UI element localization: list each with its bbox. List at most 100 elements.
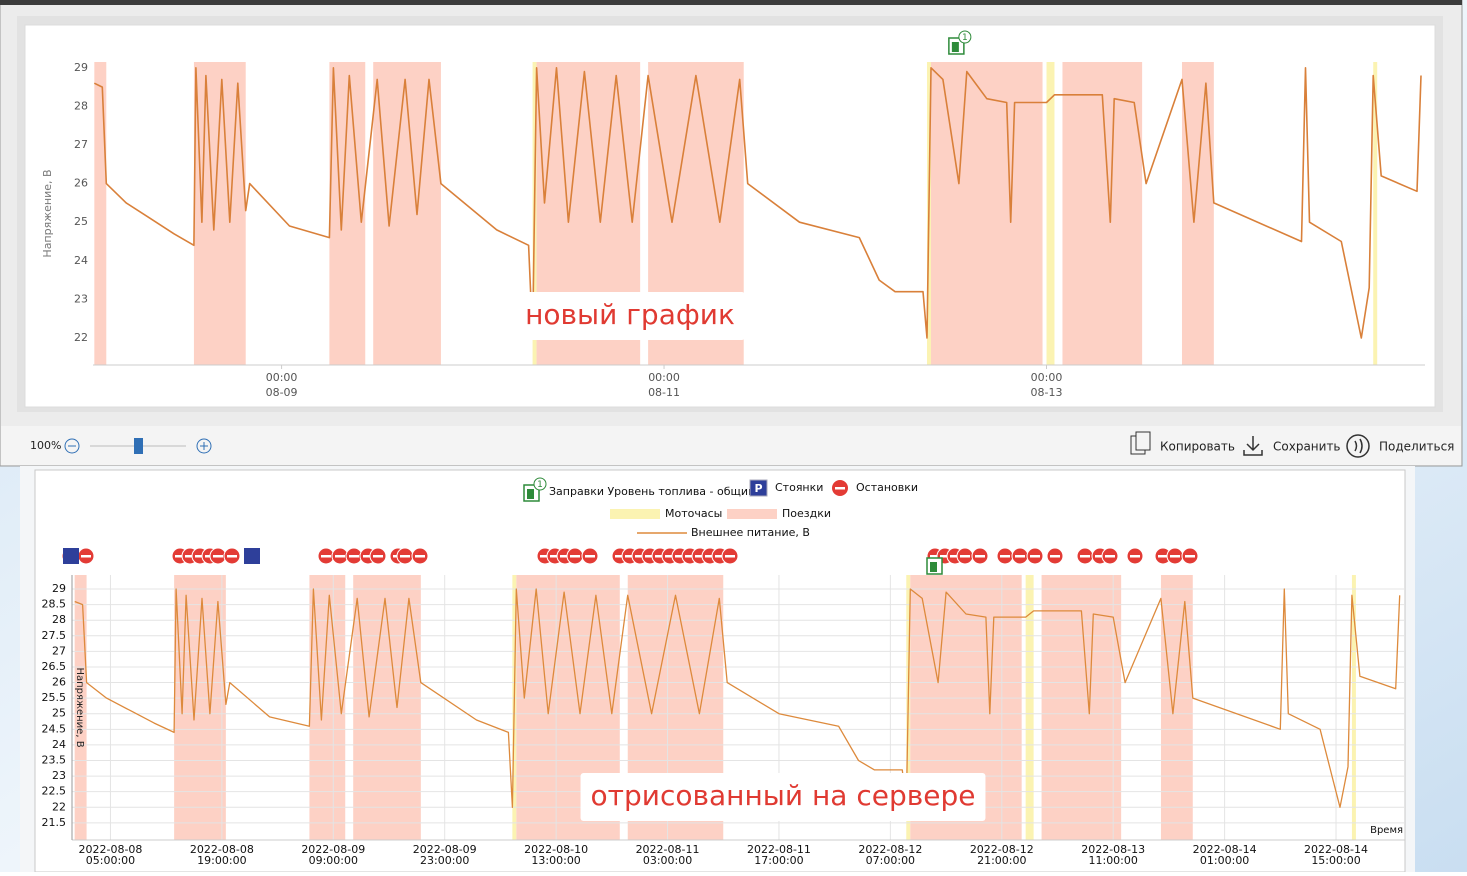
y-tick-label: 26 bbox=[52, 676, 66, 689]
x-tick-label: 2022-08-08 bbox=[78, 843, 142, 856]
stop-icon-bar bbox=[570, 555, 580, 558]
stop-icon-bar bbox=[195, 555, 205, 558]
share-button[interactable]: Поделиться bbox=[1346, 434, 1454, 458]
stop-icon-bar bbox=[321, 555, 331, 558]
chart: 22 23 24 25 26 27 28 29 00:00 08-09 00:00 08-11 00:0… bbox=[41, 30, 1425, 399]
annotation-box bbox=[580, 773, 986, 821]
motor-hours-span bbox=[1046, 62, 1055, 365]
y-tick-label: 28.5 bbox=[42, 598, 67, 611]
x-axis-label: Время bbox=[1370, 825, 1403, 836]
save-button[interactable]: Сохранить bbox=[1243, 436, 1341, 456]
x-tick-label: 08-09 bbox=[266, 386, 298, 399]
fuel-icon bbox=[930, 562, 937, 572]
stop-icon-bar bbox=[550, 555, 560, 558]
fuel-icon bbox=[951, 42, 959, 52]
x-tick-label: 17:00:00 bbox=[754, 854, 803, 867]
stop-icon-bar bbox=[373, 555, 383, 558]
stop-icon-bar bbox=[185, 555, 195, 558]
y-tick-label: 25 bbox=[74, 215, 88, 228]
stop-icon-bar bbox=[1015, 555, 1025, 558]
save-icon bbox=[1243, 436, 1263, 456]
y-tick-label: 24.5 bbox=[42, 722, 67, 735]
x-tick-label: 07:00:00 bbox=[866, 854, 915, 867]
toolbar bbox=[1, 426, 1461, 465]
y-axis-label: Напряжение, В bbox=[74, 667, 85, 747]
stop-icon-bar bbox=[655, 555, 665, 558]
x-tick-label: 13:00:00 bbox=[531, 854, 580, 867]
legend-label: Остановки bbox=[856, 481, 918, 494]
x-tick-label: 2022-08-13 bbox=[1081, 843, 1145, 856]
y-tick-label: 26 bbox=[74, 177, 88, 190]
trip-span bbox=[1160, 575, 1193, 840]
y-axis-label: Напряжение, В bbox=[41, 169, 54, 257]
annotation: отрисованный на сервере bbox=[591, 779, 976, 812]
x-tick-label: 2022-08-09 bbox=[413, 843, 477, 856]
y-tick-label: 22 bbox=[52, 800, 66, 813]
trip-span bbox=[373, 62, 441, 365]
y-tick-label: 21.5 bbox=[42, 816, 67, 829]
share-icon bbox=[1346, 434, 1370, 458]
legend: 1 Заправки Уровень топлива - общий P Стоянк… bbox=[523, 477, 918, 539]
share-label: Поделиться bbox=[1379, 440, 1454, 454]
stop-icon-bar bbox=[1080, 555, 1090, 558]
y-tick-label: 29 bbox=[74, 61, 88, 74]
y-tick-label: 23.5 bbox=[42, 754, 67, 767]
y-tick-label: 23 bbox=[52, 769, 66, 782]
stop-icon-bar bbox=[975, 555, 985, 558]
stop-icon-bar bbox=[227, 555, 237, 558]
y-tick-label: 22.5 bbox=[42, 785, 67, 798]
chart: 21.5 22 22.5 23 23.5 24 24.5 25 25.5 26 26.5 27 27.5… bbox=[42, 575, 1405, 867]
stop-icon-bar bbox=[1130, 555, 1140, 558]
x-tick-label: 2022-08-10 bbox=[524, 843, 588, 856]
voltage-line bbox=[93, 67, 1422, 339]
zoom-out[interactable] bbox=[64, 438, 80, 454]
x-tick-label: 05:00:00 bbox=[86, 854, 135, 867]
x-tick-label: 23:00:00 bbox=[420, 854, 469, 867]
stop-icon-bar bbox=[635, 555, 645, 558]
stop-icon-bar bbox=[725, 555, 735, 558]
stop-icon-bar bbox=[1158, 555, 1168, 558]
stop-icon-bar bbox=[950, 555, 960, 558]
fuel-count: 1 bbox=[962, 33, 968, 43]
zoom-in[interactable] bbox=[196, 438, 212, 454]
stop-icon-bar bbox=[585, 555, 595, 558]
event-row bbox=[61, 547, 1199, 575]
annotation: новый график bbox=[525, 298, 735, 331]
save-label: Сохранить bbox=[1273, 440, 1341, 454]
stop-icon-bar bbox=[930, 555, 940, 558]
toolbar-group: 100% Копировать Сохранить Поделиться bbox=[30, 431, 1454, 458]
y-tick-label: 28 bbox=[74, 99, 88, 112]
x-tick-label: 00:00 bbox=[648, 371, 680, 384]
legend-label: Внешнее питание, В bbox=[691, 526, 810, 539]
stop-icon-bar bbox=[1185, 555, 1195, 558]
x-tick-label: 08-11 bbox=[648, 386, 680, 399]
stop-icon-bar bbox=[335, 555, 345, 558]
x-tick-label: 2022-08-12 bbox=[858, 843, 922, 856]
y-tick-label: 27 bbox=[74, 138, 88, 151]
x-tick-label: 15:00:00 bbox=[1311, 854, 1360, 867]
motor-hours-span bbox=[1351, 575, 1356, 840]
y-tick-label: 25.5 bbox=[42, 691, 67, 704]
stop-icon-bar bbox=[1000, 555, 1010, 558]
stop-icon-bar bbox=[625, 555, 635, 558]
x-tick-label: 2022-08-14 bbox=[1193, 843, 1257, 856]
fuel-badge bbox=[533, 477, 547, 491]
voltage-line bbox=[74, 588, 1401, 808]
x-tick-label: 11:00:00 bbox=[1088, 854, 1137, 867]
legend-label: Заправки Уровень топлива - общий bbox=[549, 485, 755, 498]
zoom-thumb[interactable] bbox=[134, 438, 143, 454]
parking-icon-letter: P bbox=[754, 482, 762, 495]
y-tick-label: 24 bbox=[74, 254, 88, 267]
trip-span bbox=[1062, 62, 1143, 365]
x-tick-label: 00:00 bbox=[1031, 371, 1063, 384]
stop-icon-bar bbox=[1030, 555, 1040, 558]
copy-label: Копировать bbox=[1160, 440, 1235, 454]
stop-icon-bar bbox=[715, 555, 725, 558]
stop-icon-bar bbox=[540, 555, 550, 558]
copy-button[interactable]: Копировать bbox=[1130, 431, 1235, 455]
x-tick-label: 2022-08-09 bbox=[301, 843, 365, 856]
legend-label: Стоянки bbox=[775, 481, 823, 494]
trip-span bbox=[94, 62, 107, 365]
